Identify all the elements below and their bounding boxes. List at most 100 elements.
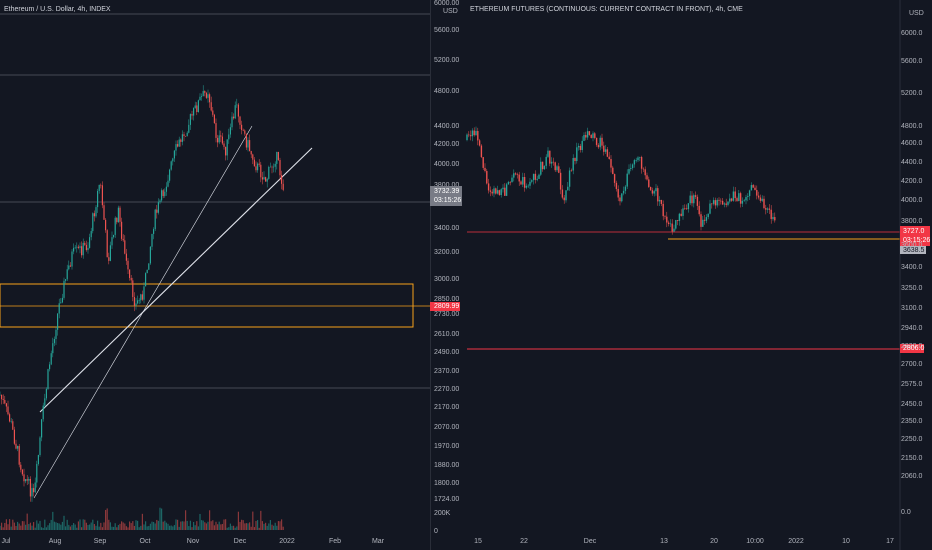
volume-bar (20, 525, 22, 530)
candle-body (698, 205, 700, 215)
volume-bar (145, 521, 147, 530)
candle-body (468, 134, 470, 136)
volume-bar (199, 513, 201, 530)
volume-bar (263, 523, 265, 530)
volume-bar (153, 522, 155, 530)
right-y-tick: 4200.0 (901, 178, 923, 185)
volume-bar (90, 522, 92, 530)
volume-bar (146, 526, 148, 530)
volume-bar (37, 523, 39, 530)
candle-body (45, 388, 47, 399)
candle-body (201, 95, 203, 97)
candle-body (768, 208, 771, 210)
volume-bar (154, 523, 156, 530)
candle-body (486, 171, 488, 184)
candle-body (229, 127, 231, 135)
candle-body (766, 208, 769, 210)
volume-bar (2, 527, 4, 530)
candle-body (186, 132, 188, 137)
candle-body (637, 157, 639, 161)
candle-body (68, 265, 70, 270)
candle-body (685, 208, 688, 210)
candle-body (4, 399, 6, 404)
candle-body (13, 429, 15, 444)
candle-body (146, 269, 148, 274)
candle-body (65, 279, 67, 281)
left-x-tick: Nov (186, 538, 200, 545)
left-y-tick: 4800.00 (434, 88, 460, 95)
candle-body (549, 150, 551, 164)
volume-bar (260, 510, 262, 530)
candle-body (188, 124, 190, 133)
candle-body (666, 216, 668, 223)
candle-body (570, 170, 573, 172)
volume-bar (76, 527, 78, 530)
candle-body (194, 105, 196, 109)
candle-body (60, 302, 62, 304)
volume-bar (258, 527, 260, 530)
candle-body (156, 209, 158, 213)
volume-bar (4, 522, 6, 530)
volume-bar (266, 525, 268, 530)
right-y-tick: 4800.0 (901, 123, 923, 130)
candle-body (606, 149, 609, 157)
volume-bar (114, 523, 116, 530)
candle-body (23, 474, 25, 482)
pane-divider[interactable] (430, 0, 431, 550)
candle-body (253, 159, 255, 167)
candle-body (581, 140, 583, 151)
candle-body (523, 176, 526, 188)
candle-body (626, 173, 628, 187)
candle-body (477, 130, 479, 141)
candle-body (31, 488, 33, 497)
volume-bar (247, 523, 249, 530)
candle-body (639, 157, 641, 158)
candle-body (207, 94, 209, 98)
volume-bar (181, 521, 183, 530)
candle-body (196, 105, 198, 113)
left-chart-pane[interactable]: Ethereum / U.S. Dollar, 4h, INDEX (0, 0, 430, 550)
candle-body (25, 479, 27, 482)
candle-body (684, 208, 686, 209)
candle-body (763, 198, 765, 209)
left-y-tick: 2270.00 (434, 386, 460, 393)
candle-body (169, 169, 171, 181)
candle-body (148, 263, 150, 270)
candle-body (574, 158, 576, 162)
candle-body (516, 174, 519, 175)
candle-body (89, 237, 91, 248)
right-y-tick: 3600.0 (901, 242, 923, 249)
candle-body (736, 198, 738, 201)
left-y-tick: 1800.00 (434, 480, 460, 487)
candle-body (603, 145, 605, 152)
volume-bar (0, 525, 1, 530)
candle-body (577, 145, 580, 148)
candle-body (469, 135, 472, 137)
volume-bar (282, 526, 284, 530)
volume-bar (74, 524, 76, 530)
right-price-chart[interactable] (462, 0, 932, 550)
candle-body (496, 190, 499, 194)
volume-bar (149, 523, 151, 530)
volume-bar (189, 520, 191, 530)
right-chart-pane[interactable]: ETHEREUM FUTURES (CONTINUOUS: CURRENT CO… (462, 0, 932, 550)
left-price-chart[interactable] (0, 0, 430, 550)
candle-body (709, 203, 711, 214)
candle-body (255, 166, 257, 171)
volume-bar (177, 519, 179, 530)
left-x-tick: Mar (371, 538, 385, 545)
candle-body (604, 149, 607, 152)
volume-bar (169, 525, 171, 530)
candle-body (484, 167, 486, 172)
candle-body (252, 154, 254, 160)
candle-body (747, 196, 749, 198)
candle-body (191, 114, 193, 116)
candle-body (127, 260, 129, 270)
volume-bar (156, 519, 158, 530)
volume-bar (101, 527, 103, 530)
right-x-tick: 20 (710, 538, 718, 545)
candle-body (233, 116, 235, 119)
volume-bar (132, 521, 134, 530)
volume-bar (109, 522, 111, 530)
volume-bar (242, 520, 244, 530)
